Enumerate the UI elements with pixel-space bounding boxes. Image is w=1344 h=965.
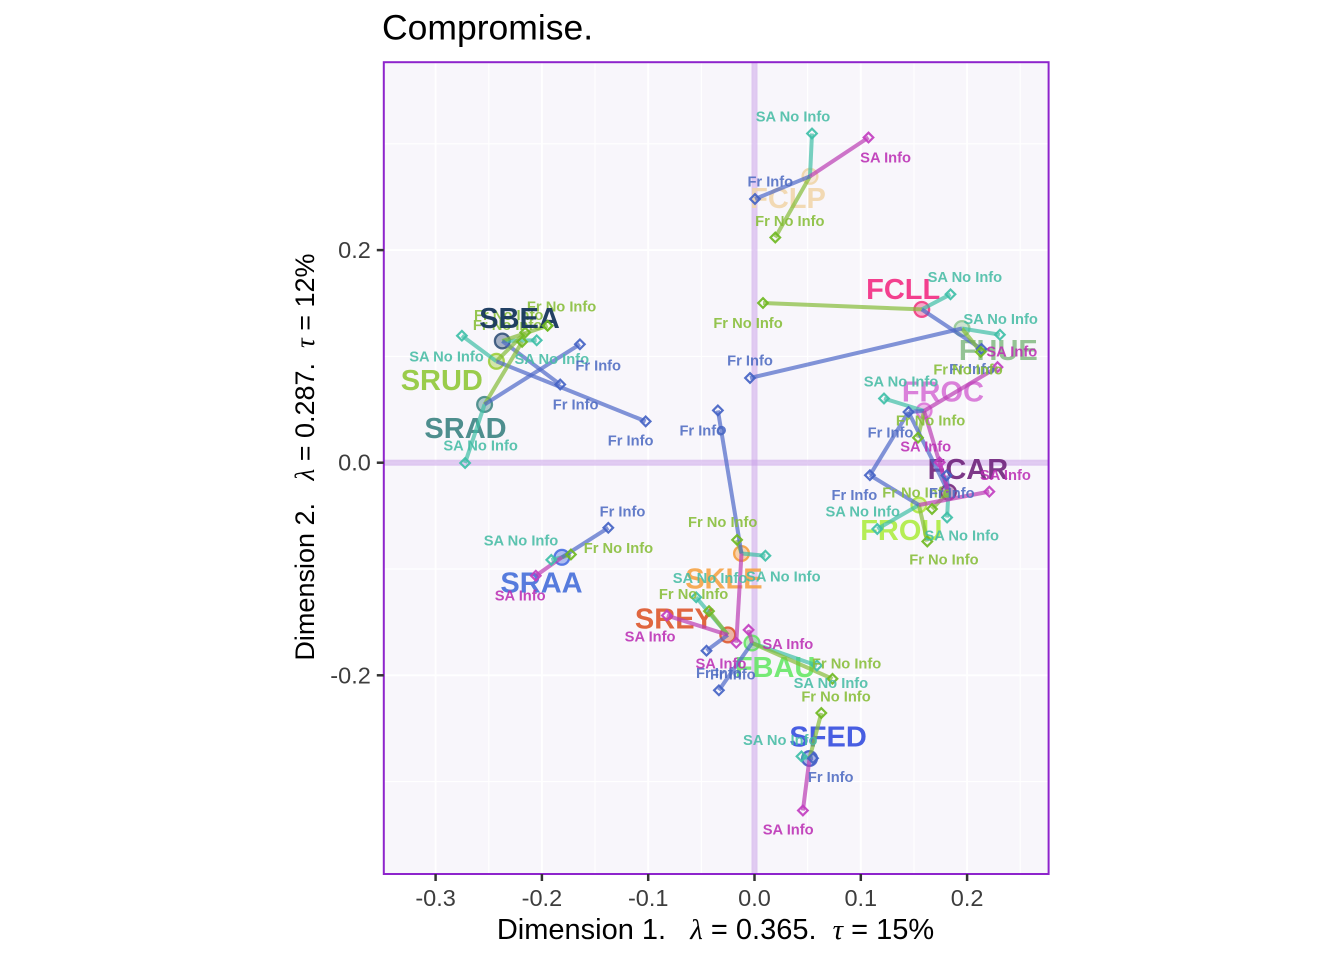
svg-text:Fr No Info: Fr No Info	[688, 515, 757, 531]
svg-text:SA No Info: SA No Info	[756, 110, 831, 126]
svg-text:Fr No Info: Fr No Info	[584, 541, 653, 557]
svg-text:SA Info: SA Info	[860, 150, 911, 166]
svg-text:SA No Info: SA No Info	[864, 375, 939, 391]
svg-text:SA No Info: SA No Info	[825, 505, 900, 521]
svg-text:Fr Info: Fr Info	[832, 488, 878, 504]
svg-text:Dimension 1. λ = 0.365. τ =: Dimension 1. λ = 0.365. τ = 15%	[497, 914, 934, 946]
svg-text:Compromise.: Compromise.	[382, 8, 593, 48]
svg-text:Fr Info: Fr Info	[747, 175, 793, 191]
svg-text:Fr Info: Fr Info	[679, 424, 725, 440]
svg-text:-0.1: -0.1	[628, 885, 669, 911]
svg-text:SA No Info: SA No Info	[963, 312, 1038, 328]
svg-text:SRUD: SRUD	[401, 365, 483, 397]
svg-text:SA No Info: SA No Info	[924, 529, 999, 545]
svg-text:Dimension 2. λ = 0.287. τ =: Dimension 2. λ = 0.287. τ = 12%	[290, 253, 320, 660]
svg-text:-0.3: -0.3	[415, 885, 456, 911]
svg-text:Fr No Info: Fr No Info	[812, 656, 881, 672]
svg-text:Fr No Info: Fr No Info	[713, 316, 782, 332]
svg-text:SA Info: SA Info	[763, 822, 814, 838]
svg-text:SA No Info: SA No Info	[673, 571, 748, 587]
svg-text:0.2: 0.2	[338, 237, 371, 263]
svg-text:SA No Info: SA No Info	[746, 569, 821, 585]
svg-text:SA No Info: SA No Info	[484, 533, 559, 549]
svg-text:Fr Info: Fr Info	[553, 397, 599, 413]
svg-text:Fr Info: Fr Info	[727, 353, 773, 369]
svg-text:0.0: 0.0	[338, 450, 371, 476]
svg-text:Fr No Info: Fr No Info	[801, 690, 870, 706]
svg-text:SA Info: SA Info	[625, 630, 676, 646]
svg-text:Fr Info: Fr Info	[600, 504, 646, 520]
svg-text:SA Info: SA Info	[900, 439, 951, 455]
svg-text:-0.2: -0.2	[330, 662, 371, 688]
svg-text:SA No Info: SA No Info	[443, 438, 518, 454]
svg-text:SA No Info: SA No Info	[409, 349, 484, 365]
svg-text:Fr No Info: Fr No Info	[659, 587, 728, 603]
svg-text:Fr No Info: Fr No Info	[755, 214, 824, 230]
svg-text:Fr Info: Fr Info	[808, 770, 854, 786]
svg-text:SA Info: SA Info	[495, 589, 546, 605]
svg-text:Fr Info: Fr Info	[710, 668, 756, 684]
svg-text:Fr No Info: Fr No Info	[933, 363, 1002, 379]
svg-text:SA No Info: SA No Info	[928, 270, 1003, 286]
svg-text:SA Info: SA Info	[986, 345, 1037, 361]
svg-text:0.0: 0.0	[738, 885, 771, 911]
svg-text:0.1: 0.1	[844, 885, 877, 911]
svg-text:SA Info: SA Info	[762, 637, 813, 653]
svg-text:-0.2: -0.2	[522, 885, 563, 911]
svg-text:Fr Info: Fr Info	[929, 486, 975, 502]
svg-text:0.2: 0.2	[951, 885, 984, 911]
svg-text:SA Info: SA Info	[980, 468, 1031, 484]
svg-text:Fr No Info: Fr No Info	[909, 553, 978, 569]
svg-text:SA No Info: SA No Info	[743, 733, 818, 749]
svg-text:Fr Info: Fr Info	[575, 359, 621, 375]
svg-text:Fr Info: Fr Info	[608, 433, 654, 449]
